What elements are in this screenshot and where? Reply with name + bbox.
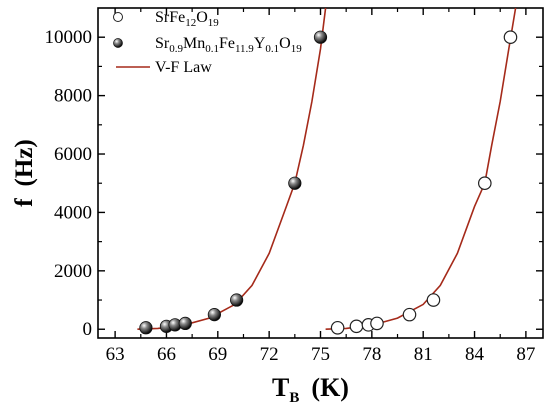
legend-marker-pure	[113, 12, 123, 22]
legend-label: SrFe12O19	[155, 9, 219, 29]
fit-lines	[137, 7, 517, 330]
axis-ticks	[98, 8, 543, 338]
data-points	[139, 30, 518, 335]
plot-frame	[97, 7, 544, 339]
y-tick-label: 6000	[54, 144, 92, 165]
x-tick-label: 78	[362, 344, 381, 365]
legend-label-part: Y	[254, 35, 266, 52]
x-tick-label: 63	[106, 344, 125, 365]
legend-label-part: Fe	[219, 35, 235, 52]
x-tick-label: 69	[208, 344, 227, 365]
legend-label-part: O	[196, 9, 208, 26]
y-axis-title-unit: (Hz)	[11, 139, 38, 186]
data-point-doped	[230, 293, 244, 307]
y-tick-label: 4000	[54, 202, 92, 223]
y-tick-label: 0	[83, 319, 93, 340]
data-point-pure	[349, 319, 364, 334]
plot-border	[97, 7, 544, 339]
x-axis-title-sub: B	[289, 390, 299, 404]
x-axis-title-main: T	[272, 373, 289, 402]
legend-label-part: 19	[291, 43, 303, 55]
y-tick-label: 8000	[54, 86, 92, 107]
x-axis-title: TB (K)	[272, 373, 349, 404]
y-axis-title-main: f	[11, 198, 38, 207]
y-axis-title: f (Hz)	[11, 139, 38, 207]
x-tick-label: 87	[516, 344, 535, 365]
data-point-pure	[478, 176, 492, 191]
legend-marker-doped	[113, 38, 123, 48]
x-tick-label: 81	[414, 344, 433, 365]
data-point-doped	[288, 176, 302, 190]
legend-label-part: SrFe	[155, 9, 185, 26]
axis-titles: TB (K) f (Hz)	[11, 139, 349, 404]
data-point-doped	[139, 321, 153, 335]
y-tick-label: 10000	[45, 27, 93, 48]
legend-label-part: V-F Law	[155, 59, 212, 76]
vf-fit-curve	[137, 7, 327, 330]
legend-label-part: O	[279, 35, 291, 52]
data-point-pure	[426, 293, 441, 307]
x-tick-label: 66	[157, 344, 176, 365]
legend-label-part: 11.9	[235, 43, 254, 55]
legend-label: Sr0.9Mn0.1Fe11.9Y0.1O19	[155, 35, 302, 55]
data-point-pure	[503, 30, 518, 45]
legend-label-part: 19	[208, 17, 220, 29]
x-axis-title-unit: (K)	[311, 373, 349, 402]
legend-label-part: Mn	[183, 35, 205, 52]
legend-label-part: Sr	[155, 35, 170, 52]
data-point-pure	[330, 320, 345, 335]
legend-label-part: 0.1	[265, 43, 279, 55]
legend-label-part: 0.1	[205, 43, 219, 55]
data-point-doped	[313, 30, 328, 44]
data-point-doped	[178, 316, 192, 330]
x-tick-label: 72	[260, 344, 279, 365]
data-point-doped	[207, 308, 221, 322]
vf-fit-curve	[325, 7, 517, 330]
y-tick-label: 2000	[54, 261, 92, 282]
tick-labels: 63 66 69 72 75 78 81 84 87 0 2000 4000 6000 8000 10000	[45, 27, 536, 365]
legend-label-part: 0.9	[169, 43, 183, 55]
legend-label-part: 12	[185, 17, 196, 29]
x-tick-label: 84	[465, 344, 485, 365]
data-point-pure	[402, 307, 417, 322]
legend-label: V-F Law	[155, 59, 212, 76]
x-tick-label: 75	[311, 344, 330, 365]
data-point-pure	[370, 316, 384, 331]
